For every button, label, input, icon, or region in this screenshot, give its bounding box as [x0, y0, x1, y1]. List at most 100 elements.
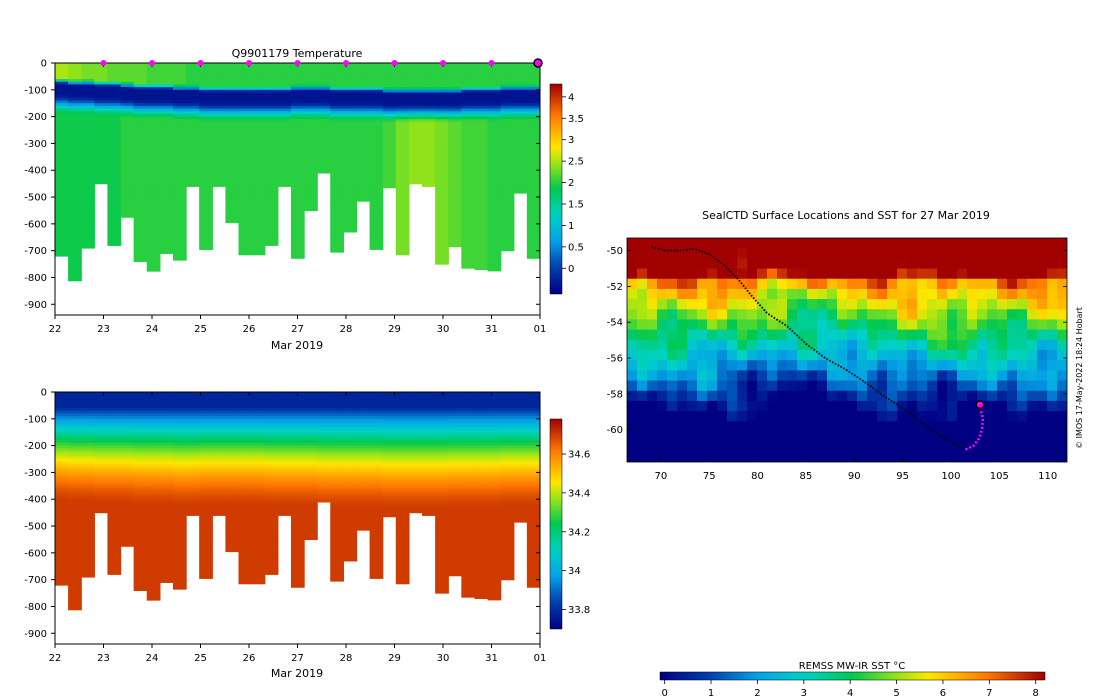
salinity-y-tick-label: -200: [24, 441, 47, 452]
profile-marker: [440, 60, 446, 66]
temperature-colorbar-tick-label: 3: [568, 135, 574, 146]
salinity-profile-column: [317, 392, 331, 503]
salinity-profile-column: [146, 392, 161, 601]
sst-colorbar-tick-label: 7: [986, 688, 992, 699]
temperature-profile-column: [487, 63, 502, 272]
salinity-profile-column: [369, 392, 384, 579]
salinity-profile-column: [408, 392, 423, 514]
temperature-colorbar-tick-label: 4: [568, 92, 574, 103]
map-lon-tick-label: 95: [896, 471, 909, 482]
salinity-x-tick-label: 31: [485, 653, 498, 664]
salinity-profile-column: [435, 392, 449, 594]
salinity-y-tick-label: -700: [24, 575, 47, 586]
map-lon-tick-label: 85: [800, 471, 813, 482]
salinity-colorbar-tick-label: 34: [568, 566, 581, 577]
temperature-x-tick-label: 30: [437, 324, 450, 335]
salinity-profile-column: [225, 392, 240, 553]
salinity-profile-column: [526, 392, 540, 588]
temperature-y-tick-label: -600: [24, 219, 47, 230]
salinity-profile-column: [343, 392, 358, 562]
temperature-colorbar-tick-label: 2.5: [568, 157, 584, 168]
temperature-profile-column: [290, 63, 305, 259]
salinity-profile-column: [422, 392, 436, 516]
salinity-profile-column: [81, 392, 95, 578]
salinity-y-tick-label: 0: [41, 388, 47, 399]
temperature-profile-column: [395, 63, 410, 256]
temperature-profile-column: [382, 63, 397, 189]
temperature-profile-column: [68, 63, 82, 282]
temperature-x-tick-label: 23: [97, 324, 110, 335]
temperature-colorbar-tick-label: 2: [568, 178, 574, 189]
sst-colorbar-tick-label: 2: [754, 688, 760, 699]
salinity-colorbar: [549, 418, 563, 630]
temperature-colorbar: [549, 83, 563, 295]
salinity-y-tick-label: -800: [24, 602, 47, 613]
salinity-profile-column: [264, 392, 279, 575]
temperature-profile-column: [238, 63, 253, 256]
temperature-profile-column: [107, 63, 122, 246]
sst-colorbar-tick-label: 3: [801, 688, 807, 699]
salinity-y-tick-label: -100: [24, 414, 47, 425]
salinity-profile-column: [172, 392, 187, 590]
temperature-profile-column: [120, 63, 135, 218]
current-position-marker: [975, 400, 985, 410]
map-lon-tick-label: 100: [941, 471, 960, 482]
temperature-profile-column: [513, 63, 528, 194]
salinity-profile-column: [487, 392, 502, 601]
salinity-profile-column: [474, 392, 489, 600]
temperature-profile-column: [369, 63, 384, 250]
temperature-profile-column: [343, 63, 358, 233]
salinity-profile-column: [120, 392, 135, 547]
temperature-plot-area: [55, 63, 540, 282]
temperature-x-tick-label: 26: [243, 324, 256, 335]
salinity-colorbar-tick-label: 34.6: [568, 450, 590, 461]
salinity-profile-column: [238, 392, 253, 585]
temperature-x-tick-label: 01: [534, 324, 547, 335]
sst-colorbar-tick-label: 4: [847, 688, 853, 699]
temperature-chart-title: Q9901179 Temperature: [232, 47, 363, 60]
sst-colorbar-tick-label: 8: [1033, 688, 1039, 699]
map-lon-tick-label: 70: [654, 471, 667, 482]
temperature-profile-column: [264, 63, 279, 246]
map-frame: [626, 237, 1068, 463]
sst-colorbar-tick-label: 5: [893, 688, 899, 699]
map-lon-tick-label: 80: [751, 471, 764, 482]
profile-marker: [197, 60, 204, 66]
map-lat-tick-label: -60: [607, 425, 623, 436]
profile-marker: [294, 60, 301, 66]
salinity-y-tick-label: -300: [24, 468, 47, 479]
temperature-profile-column: [474, 63, 489, 271]
map-lat-tick-label: -50: [607, 246, 623, 257]
salinity-profile-column: [395, 392, 410, 585]
salinity-colorbar-tick-label: 34.2: [568, 527, 590, 538]
temperature-profile-column: [172, 63, 187, 261]
temperature-profile-column: [526, 63, 540, 259]
salinity-profile-column: [55, 392, 69, 586]
salinity-x-tick-label: 22: [49, 653, 62, 664]
temperature-profile-column: [304, 63, 318, 212]
sst-map-chart: SealCTD Surface Locations and SST for 27…: [607, 209, 1084, 699]
salinity-profile-column: [461, 392, 476, 598]
profile-marker: [391, 60, 398, 66]
temperature-profile-column: [461, 63, 476, 269]
temperature-profile-column: [251, 63, 266, 256]
salinity-profile-column: [159, 392, 174, 583]
temperature-profile-column: [435, 63, 449, 265]
temperature-colorbar-tick-label: 3.5: [568, 114, 584, 125]
temperature-profile-column: [212, 63, 227, 187]
temperature-axes: 22 23 24 25 26 27 28 29 30 31 01 0 -100 -200 -300 -400 -…: [24, 58, 547, 335]
salinity-profile-column: [186, 392, 200, 516]
salinity-x-tick-label: 28: [340, 653, 353, 664]
salinity-x-tick-label: 30: [437, 653, 450, 664]
temperature-y-tick-label: -400: [24, 166, 47, 177]
temperature-profile-column: [199, 63, 213, 250]
salinity-profile-column: [290, 392, 305, 588]
salinity-profile-column: [199, 392, 213, 579]
temperature-x-tick-label: 25: [194, 324, 207, 335]
temperature-profile-column: [448, 63, 462, 248]
salinity-profile-column: [382, 392, 397, 518]
temperature-profile-column: [225, 63, 240, 224]
salinity-profile-column: [133, 392, 148, 591]
sst-colorbar-ticks: 0 1 2 3 4 5 6 7 8: [661, 680, 1039, 699]
